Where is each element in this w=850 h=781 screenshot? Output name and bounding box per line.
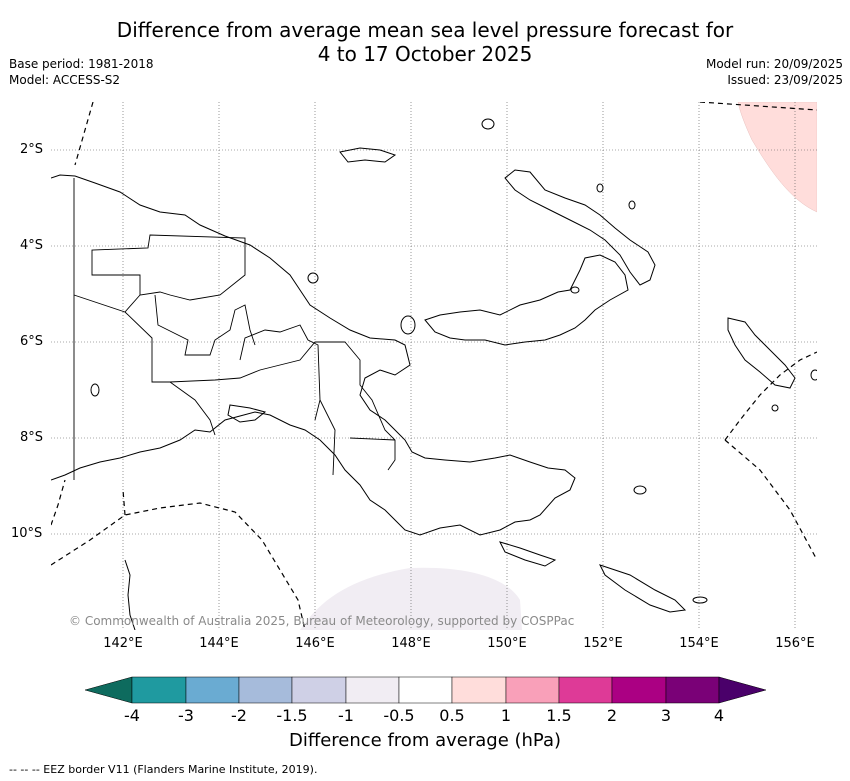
lon-label: 142°E bbox=[103, 636, 143, 651]
lon-label: 154°E bbox=[679, 636, 719, 651]
colorbar-bin bbox=[185, 676, 240, 704]
colorbar-tick-label: 3 bbox=[660, 706, 672, 725]
colorbar-bin bbox=[451, 676, 507, 704]
lon-label: 156°E bbox=[775, 636, 815, 651]
map-title: Difference from average mean sea level p… bbox=[0, 18, 850, 66]
colorbar-bin bbox=[398, 676, 453, 704]
colorbar-bin bbox=[665, 676, 720, 704]
colorbar-min-arrow bbox=[84, 676, 133, 704]
lon-label: 152°E bbox=[583, 636, 623, 651]
meta-right: Model run: 20/09/2025 Issued: 23/09/2025 bbox=[706, 56, 843, 88]
colorbar-tick-label: -1 bbox=[338, 706, 354, 725]
eez-legend-note: -- -- -- EEZ border V11 (Flanders Marine… bbox=[9, 763, 318, 776]
colorbar-bin bbox=[238, 676, 293, 704]
lon-label: 146°E bbox=[295, 636, 335, 651]
lat-label: 6°S bbox=[20, 334, 44, 349]
colorbar-max-arrow bbox=[718, 676, 767, 704]
negative-anomaly-shading bbox=[300, 567, 522, 630]
lat-label: 2°S bbox=[20, 142, 44, 157]
colorbar-tick-label: -3 bbox=[178, 706, 194, 725]
lon-label: 150°E bbox=[487, 636, 527, 651]
colorbar-tick-label: 4 bbox=[713, 706, 725, 725]
meta-left: Base period: 1981-2018 Model: ACCESS-S2 bbox=[9, 56, 154, 88]
title-line-2: 4 to 17 October 2025 bbox=[317, 42, 533, 66]
model-run: Model run: 20/09/2025 bbox=[705, 57, 843, 71]
colorbar-bin bbox=[558, 676, 613, 704]
colorbar-tick-label: 1 bbox=[500, 706, 512, 725]
lat-label: 4°S bbox=[20, 238, 44, 253]
graticule bbox=[51, 102, 817, 630]
province-borders bbox=[73, 178, 396, 480]
colorbar-bin bbox=[291, 676, 347, 704]
colorbar-tick-label: -4 bbox=[124, 706, 140, 725]
colorbar-title: Difference from average (hPa) bbox=[288, 730, 562, 751]
title-line-1: Difference from average mean sea level p… bbox=[116, 18, 734, 42]
colorbar-tick-label: 2 bbox=[606, 706, 618, 725]
colorbar-bin bbox=[345, 676, 400, 704]
colorbar-tick-label: -1.5 bbox=[276, 706, 308, 725]
issued-date: Issued: 23/09/2025 bbox=[727, 73, 843, 87]
model-name: Model: ACCESS-S2 bbox=[9, 73, 121, 87]
colorbar-tick-label: -2 bbox=[231, 706, 247, 725]
colorbar-tick-label: 1.5 bbox=[546, 706, 572, 725]
colorbar-bin bbox=[131, 676, 187, 704]
colorbar bbox=[84, 676, 767, 704]
coastlines bbox=[51, 118, 817, 630]
lon-label: 144°E bbox=[199, 636, 239, 651]
base-period: Base period: 1981-2018 bbox=[9, 57, 154, 71]
eez-border bbox=[51, 102, 817, 630]
lon-label: 148°E bbox=[391, 636, 431, 651]
positive-anomaly-shading bbox=[737, 102, 817, 213]
lat-label: 10°S bbox=[11, 526, 43, 541]
colorbar-bin bbox=[505, 676, 560, 704]
lat-label: 8°S bbox=[20, 430, 44, 445]
colorbar-bin bbox=[611, 676, 667, 704]
colorbar-tick-label: -0.5 bbox=[383, 706, 415, 725]
copyright-notice: © Commonwealth of Australia 2025, Bureau… bbox=[69, 614, 575, 628]
colorbar-tick-label: 0.5 bbox=[439, 706, 465, 725]
